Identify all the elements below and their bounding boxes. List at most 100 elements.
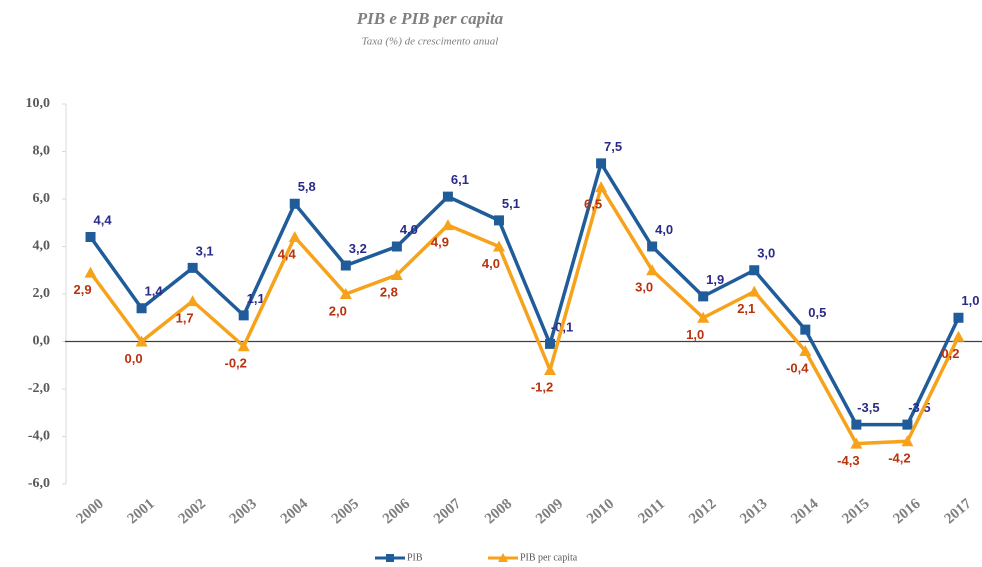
legend-label: PIB per capita bbox=[520, 552, 578, 563]
marker bbox=[442, 191, 453, 202]
value-label: 2,0 bbox=[329, 303, 347, 318]
value-label: 2,1 bbox=[737, 301, 755, 316]
marker bbox=[902, 419, 913, 430]
value-label: 6,1 bbox=[451, 172, 469, 187]
value-label: 1,4 bbox=[145, 284, 164, 299]
marker bbox=[339, 288, 352, 299]
marker bbox=[441, 219, 454, 231]
x-tick-label: 2008 bbox=[482, 496, 515, 528]
value-label: 4,4 bbox=[278, 246, 297, 261]
marker bbox=[390, 269, 403, 280]
marker bbox=[391, 241, 402, 252]
y-tick-label: 6,0 bbox=[33, 191, 51, 206]
value-label: 3,0 bbox=[757, 246, 775, 261]
x-tick-label: 2011 bbox=[635, 496, 668, 527]
marker bbox=[544, 364, 557, 375]
chart-title: PIB e PIB per capita bbox=[356, 9, 504, 28]
x-tick-label: 2004 bbox=[278, 495, 312, 527]
x-tick-label: 2012 bbox=[686, 496, 719, 528]
marker bbox=[186, 295, 199, 307]
x-tick-label: 2005 bbox=[329, 496, 362, 528]
marker bbox=[289, 198, 300, 209]
marker bbox=[187, 262, 198, 273]
marker bbox=[288, 231, 301, 242]
value-label: 7,5 bbox=[604, 139, 622, 154]
value-label: 3,1 bbox=[196, 243, 214, 258]
x-tick-label: 2015 bbox=[839, 496, 872, 528]
x-tick-label: 2013 bbox=[737, 496, 770, 528]
value-label: 4,4 bbox=[93, 212, 112, 227]
marker bbox=[698, 291, 709, 302]
value-label: 1,9 bbox=[706, 272, 724, 287]
marker bbox=[136, 303, 147, 314]
y-tick-label: -4,0 bbox=[28, 429, 50, 444]
value-label: 4,9 bbox=[431, 235, 449, 250]
marker bbox=[596, 158, 607, 169]
y-tick-label: 8,0 bbox=[33, 144, 51, 159]
marker bbox=[749, 265, 760, 276]
series-line bbox=[89, 161, 961, 427]
value-label: -1,2 bbox=[531, 379, 553, 394]
marker bbox=[800, 324, 811, 335]
marker bbox=[135, 335, 148, 347]
marker bbox=[647, 241, 658, 252]
x-tick-label: 2003 bbox=[227, 496, 260, 528]
series-line bbox=[89, 185, 961, 446]
marker bbox=[492, 240, 505, 252]
chart-subtitle: Taxa (%) de crescimento anual bbox=[362, 36, 499, 48]
legend-marker bbox=[386, 554, 394, 562]
value-label: 1,0 bbox=[961, 293, 979, 308]
x-tick-label: 2016 bbox=[890, 495, 924, 527]
x-tick-label: 2002 bbox=[176, 496, 209, 528]
marker bbox=[953, 312, 964, 323]
y-tick-label: 2,0 bbox=[33, 286, 51, 301]
value-label: -4,2 bbox=[888, 451, 910, 466]
legend-label: PIB bbox=[407, 552, 423, 563]
value-label: 1,1 bbox=[247, 291, 265, 306]
x-tick-label: 2006 bbox=[380, 495, 414, 527]
value-label: 5,8 bbox=[298, 179, 316, 194]
marker bbox=[952, 330, 965, 342]
marker bbox=[901, 435, 914, 447]
value-label: 4,0 bbox=[655, 222, 673, 237]
y-tick-label: 10,0 bbox=[26, 96, 51, 111]
value-label: 0,0 bbox=[125, 351, 143, 366]
marker bbox=[850, 437, 863, 449]
value-label: 5,1 bbox=[502, 196, 520, 211]
marker bbox=[237, 340, 250, 352]
value-label: 6,5 bbox=[584, 197, 602, 212]
value-label: 0,2 bbox=[941, 346, 959, 361]
y-tick-label: 0,0 bbox=[33, 334, 51, 349]
value-label: -0,2 bbox=[224, 356, 246, 371]
x-tick-label: 2007 bbox=[431, 495, 465, 527]
value-label: 2,8 bbox=[380, 284, 398, 299]
y-tick-label: -6,0 bbox=[28, 476, 50, 491]
marker bbox=[85, 232, 96, 242]
marker bbox=[748, 285, 761, 297]
value-label: 1,0 bbox=[686, 327, 704, 342]
marker bbox=[545, 338, 556, 349]
marker bbox=[595, 181, 608, 193]
value-label: 3,2 bbox=[349, 241, 367, 256]
x-tick-label: 2017 bbox=[941, 495, 975, 527]
y-tick-label: 4,0 bbox=[33, 239, 51, 254]
value-label: 0,5 bbox=[808, 305, 826, 320]
value-label: 3,0 bbox=[635, 280, 653, 295]
value-label: -3,5 bbox=[857, 400, 879, 415]
y-tick-label: -2,0 bbox=[28, 381, 50, 396]
marker bbox=[340, 260, 351, 271]
value-label: -4,3 bbox=[837, 453, 859, 468]
x-tick-label: 2010 bbox=[584, 496, 617, 528]
value-label: 2,9 bbox=[73, 282, 91, 297]
x-tick-label: 2014 bbox=[788, 495, 822, 527]
x-tick-label: 2000 bbox=[74, 496, 107, 528]
marker bbox=[851, 419, 862, 430]
x-tick-label: 2009 bbox=[533, 496, 566, 528]
x-tick-label: 2001 bbox=[125, 496, 158, 528]
value-label: 4,0 bbox=[400, 222, 418, 237]
value-label: -0,4 bbox=[786, 360, 809, 375]
value-label: 1,7 bbox=[176, 311, 194, 326]
value-label: 4,0 bbox=[482, 256, 500, 271]
marker bbox=[697, 311, 710, 323]
marker bbox=[493, 215, 504, 226]
